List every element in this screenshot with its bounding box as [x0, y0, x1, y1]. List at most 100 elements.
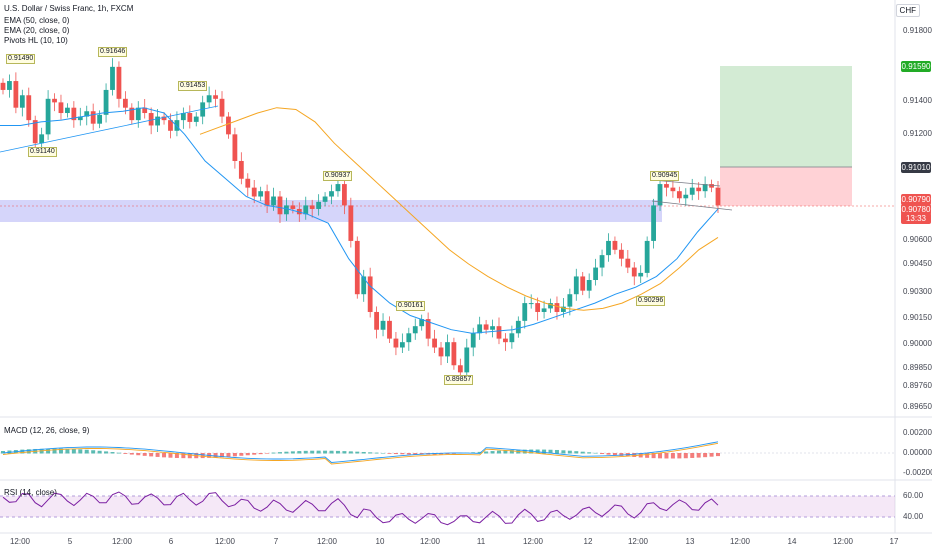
macd-histogram-bar [368, 452, 373, 454]
indicator-ema20[interactable]: EMA (20, close, 0) [4, 26, 70, 35]
macd-histogram-bar [174, 453, 179, 458]
candle-body [142, 107, 148, 114]
pivot-label: 0.91140 [28, 147, 57, 157]
macd-histogram-bar [690, 453, 695, 458]
candle-body [380, 320, 386, 330]
macd-histogram-bar [664, 453, 669, 459]
macd-label[interactable]: MACD (12, 26, close, 9) [4, 426, 90, 435]
macd-histogram-bar [65, 448, 70, 454]
macd-histogram-bar [400, 453, 405, 455]
candle-body [586, 280, 592, 291]
macd-histogram-bar [696, 453, 701, 458]
y-tick-label: 0.91800 [903, 26, 932, 35]
candle-body [606, 240, 611, 256]
currency-button[interactable]: CHF [895, 4, 920, 17]
candle-body [567, 294, 573, 307]
candle-body [618, 249, 624, 259]
candle-body [58, 102, 64, 114]
macd-histogram-bar [677, 453, 682, 459]
macd-histogram-bar [329, 450, 334, 454]
indicator-pivots[interactable]: Pivots HL (10, 10) [4, 36, 68, 45]
candle-body [97, 114, 103, 124]
pivot-label: 0.91490 [6, 54, 36, 64]
macd-histogram-bar [26, 449, 31, 454]
candle-body [554, 303, 560, 312]
macd-histogram-bar [220, 453, 225, 458]
macd-histogram-bar [104, 451, 109, 454]
macd-histogram-bar [683, 453, 688, 459]
macd-histogram-bar [574, 451, 579, 454]
candle-body [631, 267, 637, 277]
candle-body [696, 187, 702, 192]
x-tick-label: 10 [375, 537, 385, 546]
candle-body [0, 82, 6, 90]
macd-histogram-bar [91, 450, 96, 454]
candle-body [438, 347, 444, 357]
x-tick-label: 12:00 [419, 537, 441, 546]
macd-histogram-bar [316, 450, 321, 454]
candle-body [445, 342, 450, 357]
candle-body [406, 333, 412, 343]
macd-histogram-bar [393, 453, 398, 455]
candle-body [7, 81, 12, 90]
candle-body [19, 95, 25, 108]
macd-histogram-bar [71, 449, 76, 454]
rsi-label[interactable]: RSI (14, close) [4, 488, 57, 497]
macd-histogram-bar [258, 453, 263, 455]
macd-tick-label: 0.00200 [903, 428, 932, 437]
macd-histogram-bar [142, 453, 147, 456]
macd-histogram-bar [381, 452, 386, 454]
x-tick-label: 12:00 [214, 537, 236, 546]
ema20-line [0, 107, 719, 334]
candle-body [528, 303, 534, 305]
macd-histogram-bar [542, 449, 547, 454]
candle-body [180, 113, 186, 121]
candle-body [84, 111, 90, 117]
candle-body [174, 120, 180, 131]
candle-body [271, 196, 276, 206]
candle-body [284, 205, 289, 215]
macd-histogram-bar [155, 453, 160, 457]
macd-histogram-bar [554, 449, 559, 454]
candle-body [651, 205, 656, 241]
macd-histogram-bar [303, 450, 308, 454]
macd-histogram-bar [1, 451, 5, 454]
macd-tick-label: -0.00200 [903, 468, 932, 477]
candle-body [490, 326, 495, 330]
candle-body [625, 258, 631, 268]
candle-body [541, 308, 547, 312]
x-tick-label: 12:00 [522, 537, 544, 546]
candle-body [464, 347, 470, 373]
candle-body [393, 338, 399, 348]
pivot-label: 0.90945 [650, 171, 680, 181]
x-tick-label: 12 [583, 537, 593, 546]
entry-price-tag: 0.91010 [901, 162, 931, 173]
macd-histogram-bar [335, 450, 340, 454]
macd-histogram-bar [245, 453, 250, 456]
ema50-line [199, 107, 719, 311]
candle-body [715, 187, 721, 206]
candle-body [644, 240, 650, 273]
candle-body [290, 205, 296, 209]
candle-body [612, 240, 618, 250]
rsi-tick-label: 60.00 [903, 491, 924, 500]
candle-body [329, 191, 334, 197]
rsi-line [2, 491, 719, 526]
indicator-ema50[interactable]: EMA (50, close, 0) [4, 16, 70, 25]
candle-body [367, 276, 373, 312]
candle-body [593, 267, 599, 280]
pivot-label: 0.89857 [444, 375, 474, 385]
macd-tick-label: 0.00000 [903, 448, 932, 457]
candle-body [168, 120, 173, 131]
macd-histogram-bar [651, 453, 656, 459]
macd-histogram-bar [658, 453, 663, 459]
candle-body [26, 95, 32, 121]
support-zone [0, 200, 662, 222]
candle-body [509, 333, 515, 343]
macd-histogram-bar [413, 453, 418, 455]
candle-body [39, 134, 45, 144]
candle-body [90, 111, 96, 124]
macd-histogram-bar [277, 452, 282, 454]
macd-histogram-bar [149, 453, 154, 457]
